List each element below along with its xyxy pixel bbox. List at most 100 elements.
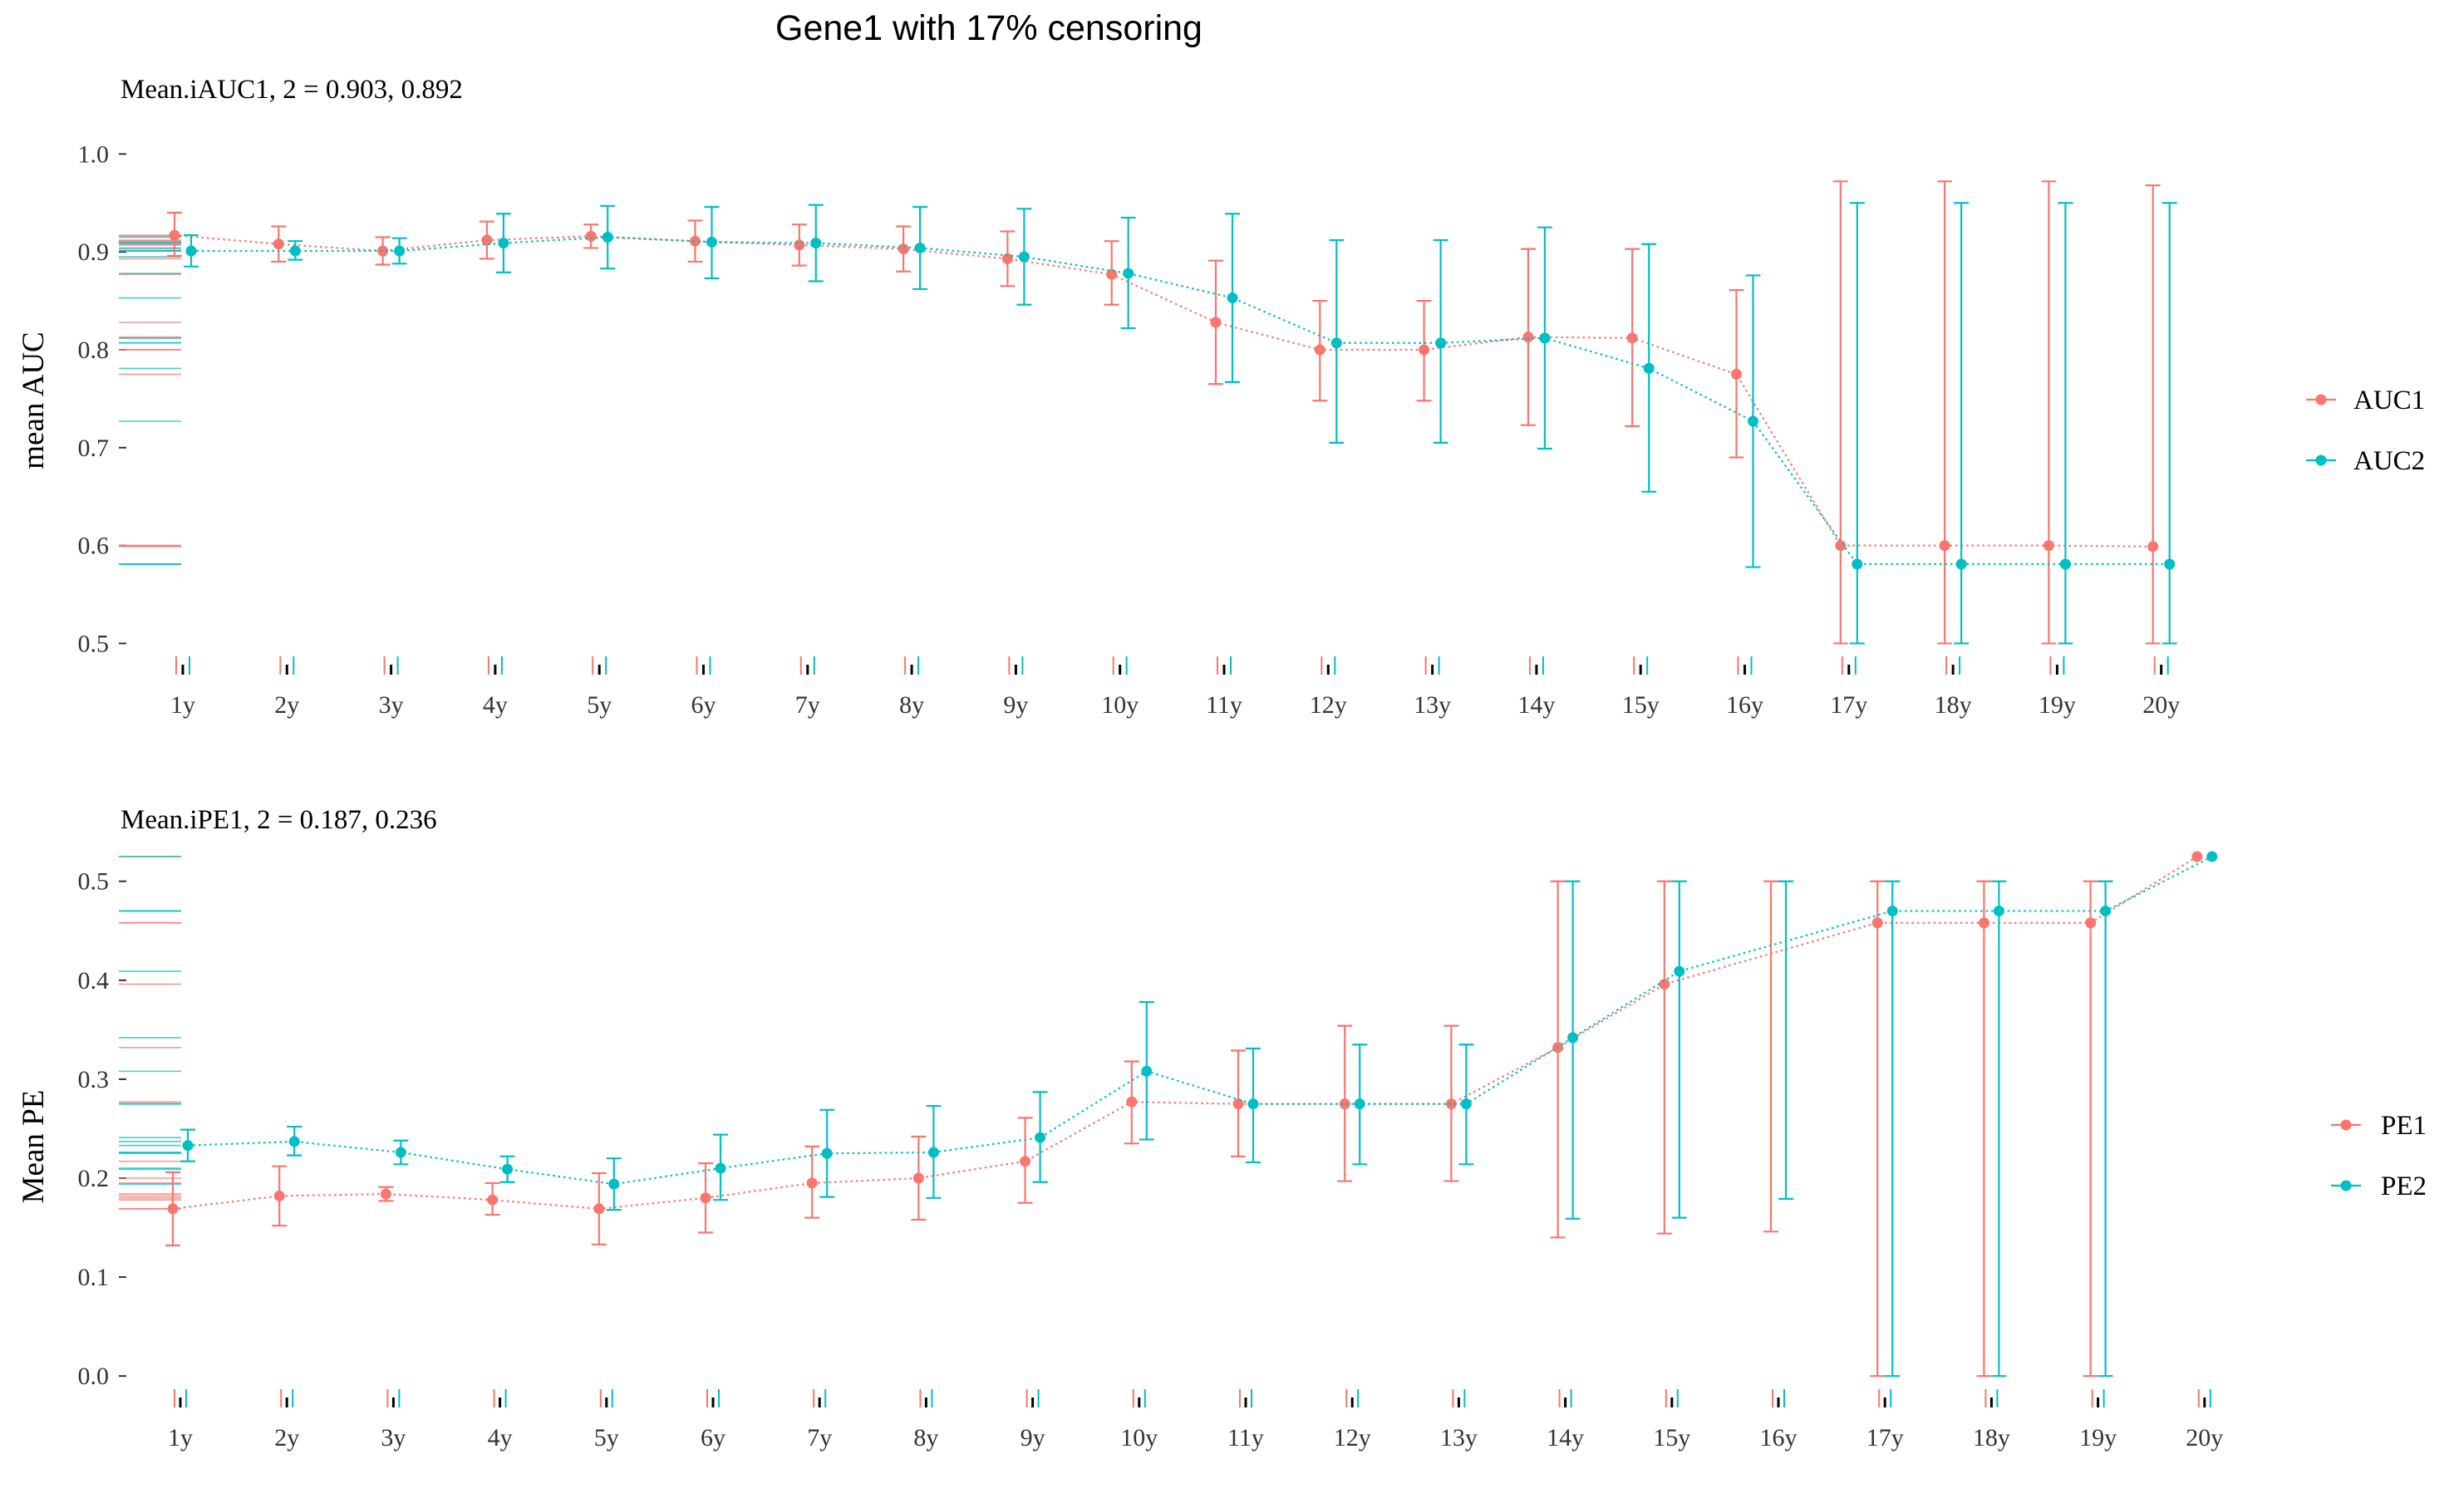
pe-pe1-point	[700, 1192, 711, 1204]
pe-plot-area: 0.0 0.1 0.2 0.3 0.4 0.5 1y 2y 3y 4y 5y 6y 7y 8y 9y 10y 1…	[78, 851, 2223, 1451]
auc-auc1-point	[1419, 344, 1430, 356]
auc-auc2-line	[191, 236, 2170, 566]
pe-xtick-label: 13y	[1440, 1424, 1478, 1451]
pe-xtick-label: 16y	[1760, 1424, 1798, 1451]
pe-xtick-label: 3y	[381, 1424, 406, 1451]
auc-ytick-label: 0.5	[78, 630, 110, 657]
auc-xtick-label: 7y	[795, 691, 820, 719]
pe-xtick-label: 14y	[1547, 1424, 1584, 1451]
pe-xtick-label: 10y	[1120, 1424, 1158, 1451]
auc-auc1-point	[481, 234, 493, 246]
auc-auc2-point	[1539, 332, 1551, 344]
pe-xtick-label: 18y	[1973, 1424, 2010, 1451]
pe-ytick-label: 0.0	[78, 1363, 110, 1390]
pe-pe2-point	[1035, 1132, 1046, 1143]
auc-y-axis-label: mean AUC	[17, 332, 51, 469]
pe-pe1-point	[1126, 1096, 1138, 1108]
pe-pe2-line	[187, 855, 2213, 1186]
pe-pe1-point	[273, 1190, 285, 1201]
auc-auc2-point	[2164, 558, 2176, 570]
auc-auc2-point	[602, 231, 613, 243]
pe-xtick-label: 11y	[1227, 1424, 1264, 1451]
auc-xtick-label: 17y	[1830, 691, 1867, 719]
pe-pe2-point	[1886, 905, 1898, 916]
auc-auc1-point	[585, 230, 597, 242]
auc-panel: Mean.iAUC1, 2 = 0.903, 0.892 mean AUC AU…	[17, 75, 2425, 719]
auc-xtick-label: 5y	[587, 691, 612, 719]
auc-auc2-point	[1435, 337, 1447, 349]
auc-auc1-point	[2147, 541, 2159, 553]
pe-pe2-point	[821, 1147, 833, 1159]
auc-ytick-label: 0.6	[78, 533, 110, 560]
pe-xtick-label: 1y	[168, 1424, 193, 1451]
auc-auc2-point	[498, 238, 509, 249]
pe-pe2-point	[1354, 1098, 1365, 1110]
pe-xtick-label: 15y	[1653, 1424, 1690, 1451]
pe-pe2-point	[182, 1140, 194, 1152]
pe-pe1-point	[1339, 1098, 1350, 1110]
auc-auc1-point	[1314, 344, 1325, 356]
auc-xtick-label: 10y	[1101, 691, 1139, 719]
pe-pe1-point	[593, 1203, 605, 1215]
pe-pe2-point	[1674, 965, 1685, 977]
auc-xtick-label: 8y	[899, 691, 924, 719]
auc-auc1-point	[1939, 540, 1950, 552]
auc-xtick-label: 19y	[2039, 691, 2076, 719]
auc-auc1-point	[1731, 368, 1742, 380]
auc-legend-label-auc1: AUC1	[2353, 386, 2425, 415]
auc-xtick-label: 13y	[1414, 691, 1451, 719]
auc-xtick-label: 15y	[1622, 691, 1660, 719]
pe-legend-swatch-pe1	[2340, 1119, 2352, 1131]
pe-legend-swatch-pe2	[2340, 1180, 2352, 1191]
auc-ytick-label: 1.0	[78, 140, 110, 168]
auc-auc2-point	[289, 245, 301, 257]
pe-xtick-label: 17y	[1866, 1424, 1904, 1451]
auc-xtick-label: 11y	[1206, 691, 1242, 719]
auc-auc2-point	[706, 236, 717, 248]
pe-ytick-label: 0.3	[78, 1066, 110, 1093]
pe-legend: PE1 PE2	[2331, 1111, 2427, 1201]
auc-xtick-label: 14y	[1517, 691, 1555, 719]
auc-panel-subtitle: Mean.iAUC1, 2 = 0.903, 0.892	[120, 75, 463, 105]
auc-xtick-label: 12y	[1310, 691, 1347, 719]
pe-xtick-label: 12y	[1334, 1424, 1371, 1451]
pe-pe1-point	[2191, 851, 2203, 862]
auc-auc1-point	[2043, 540, 2054, 552]
pe-legend-label-pe2: PE2	[2381, 1171, 2427, 1201]
auc-auc2-point	[1955, 558, 1967, 570]
auc-auc1-point	[1001, 253, 1013, 264]
pe-pe1-point	[912, 1172, 924, 1184]
auc-auc2-point	[1330, 337, 1342, 349]
pe-pe1-point	[2085, 917, 2097, 929]
auc-xtick-label: 4y	[483, 691, 508, 719]
pe-xtick-label: 6y	[701, 1424, 725, 1451]
pe-ytick-label: 0.2	[78, 1165, 110, 1192]
auc-ytick-label: 0.8	[78, 336, 110, 364]
pe-xtick-label: 5y	[594, 1424, 619, 1451]
pe-pe2-point	[927, 1147, 939, 1158]
pe-pe2-point	[288, 1136, 300, 1147]
pe-pe2-point	[395, 1147, 406, 1158]
auc-xtick-label: 6y	[691, 691, 716, 719]
pe-xtick-label: 20y	[2186, 1424, 2223, 1451]
auc-xtick-label: 3y	[379, 691, 404, 719]
pe-pe1-point	[380, 1188, 391, 1200]
auc-legend-label-auc2: AUC2	[2353, 446, 2425, 476]
pe-pe2-point	[2100, 905, 2112, 916]
pe-pe1-point	[1871, 917, 1883, 929]
auc-auc1-point	[690, 235, 701, 247]
auc-auc2-point	[394, 245, 406, 257]
auc-ytick-label: 0.7	[78, 435, 110, 462]
auc-xtick-label: 20y	[2142, 691, 2180, 719]
auc-auc2-point	[1748, 415, 1758, 427]
pe-pe1-point	[1978, 917, 1989, 929]
page-title: Gene1 with 17% censoring	[775, 8, 1202, 48]
auc-auc1-point	[377, 245, 389, 257]
auc-auc2-point	[914, 242, 926, 253]
pe-ytick-label: 0.4	[78, 967, 110, 995]
auc-auc2-point	[810, 238, 822, 249]
pe-xtick-label: 2y	[274, 1424, 299, 1451]
auc-legend: AUC1 AUC2	[2306, 386, 2425, 476]
auc-auc1-point	[273, 238, 284, 250]
